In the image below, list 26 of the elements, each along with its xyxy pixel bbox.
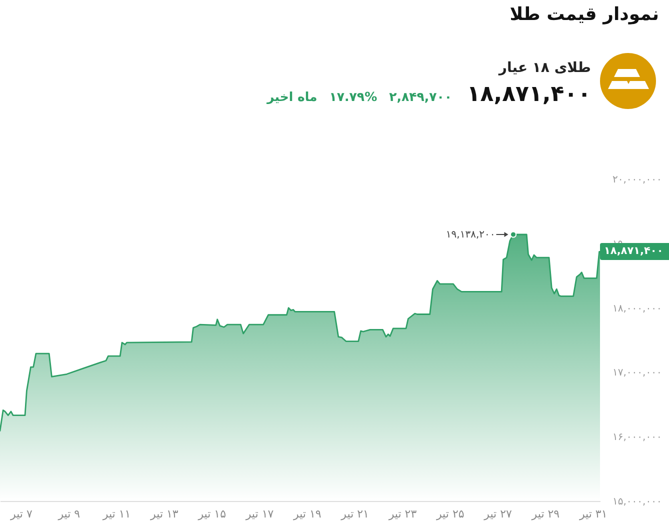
y-tick-label: ۱۶,۰۰۰,۰۰۰ — [612, 432, 662, 444]
chart-subtitle: طلای ۱۸ عیار — [498, 59, 591, 78]
x-tick-label: ۳۱ تیر — [578, 508, 608, 520]
y-tick-label: ۲۰,۰۰۰,۰۰۰ — [612, 174, 662, 186]
x-tick-label: ۱۵ تیر — [197, 508, 226, 520]
x-tick-label: ۱۳ تیر — [150, 508, 178, 520]
text: ۱۷.۷۹% — [329, 88, 378, 106]
x-tick-label: ۱۷ تیر — [244, 508, 274, 520]
x-tick-label: ۱۱ تیر — [102, 508, 131, 520]
x-tick-label: ۲۳ تیر — [388, 508, 417, 520]
text: ماه اخیر — [266, 88, 318, 106]
text: ۱۸,۸۷۱,۴۰۰ — [466, 81, 591, 109]
x-tick-label: ۲۵ تیر — [435, 508, 464, 520]
x-tick-label: ۹ تیر — [57, 508, 80, 520]
x-tick-label: ۲۹ تیر — [530, 508, 560, 520]
x-tick-label: ۷ تیر — [10, 508, 32, 520]
annotation: ۱۹,۱۳۸,۲۰۰ — [446, 230, 496, 240]
annotation: ۱۸,۸۷۱,۴۰۰ — [600, 243, 669, 260]
x-tick-label: ۱۹ تیر — [292, 508, 322, 520]
text: ۲,۸۴۹,۷۰۰ — [389, 88, 452, 106]
x-tick-label: ۲۱ تیر — [340, 508, 369, 520]
y-tick-label: ۱۵,۰۰۰,۰۰۰ — [612, 496, 662, 508]
y-tick-label: ۱۷,۰۰۰,۰۰۰ — [612, 368, 662, 379]
chart-title: نمودار قیمت طلا — [510, 3, 659, 27]
x-tick-label: ۲۷ تیر — [483, 508, 512, 520]
y-tick-label: ۱۸,۰۰۰,۰۰۰ — [612, 303, 662, 314]
